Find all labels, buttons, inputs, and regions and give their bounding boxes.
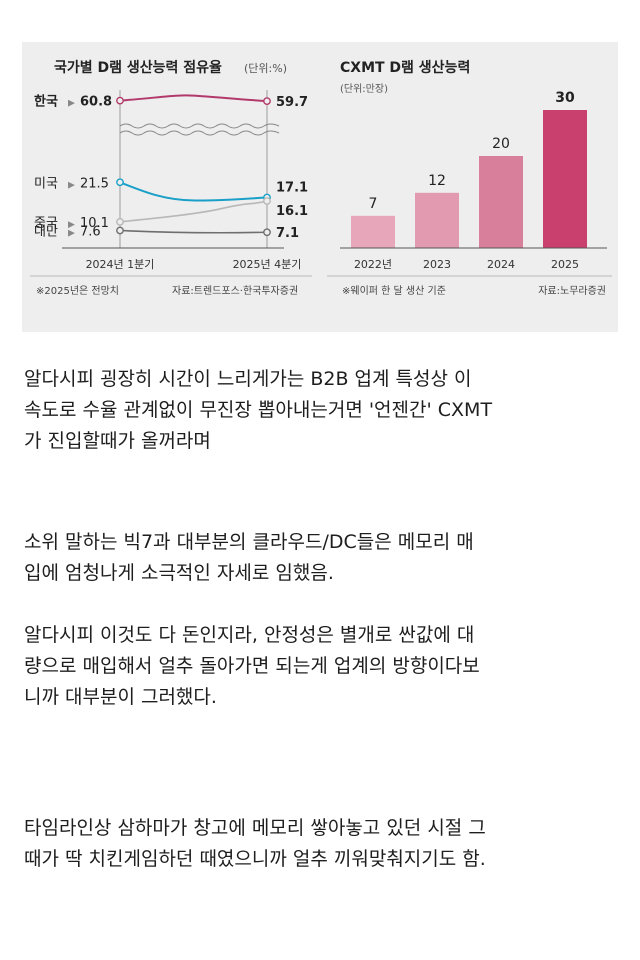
post-paragraph-2: 소위 말하는 빅7과 대부분의 클라우드/DC들은 메모리 매 입에 엄청나게 … [24,527,624,589]
post-line: 때가 딱 치킨게임하던 때였으니까 얼추 끼워맞춰지기도 함. [24,848,486,870]
post-paragraph-4: 타임라인상 삼하마가 창고에 메모리 쌓아놓고 있던 시절 그 때가 딱 치킨게… [24,813,624,875]
series-start-value: 10.1 [80,216,109,231]
post-line: 소위 말하는 빅7과 대부분의 클라우드/DC들은 메모리 매 [24,531,474,553]
series-start-point [116,178,124,187]
bar-2024 [479,156,523,248]
series-start-point [116,217,124,226]
series-start-value: 7.6 [80,225,101,240]
series-end-value: 7.1 [276,226,299,241]
series-line-0 [119,94,268,103]
post-line: 니까 대부분이 그러했다. [24,686,217,708]
series-line-1 [119,181,268,202]
series-end-point [263,228,271,237]
post-line: 량으로 매입해서 얼추 돌아가면 되는게 업계의 방향이다보 [24,655,480,677]
left-source: 자료:트렌드포스·한국투자증권 [172,285,298,297]
post-line: 알다시피 이것도 다 돈인지라, 안정성은 별개로 싼값에 대 [24,624,475,646]
bar-2022년 [351,215,395,248]
right-source: 자료:노무라증권 [538,285,606,297]
axis-break-mark [119,123,280,136]
series-end-point [263,97,271,106]
post-line: 속도로 수율 관계없이 무진장 뽑아내는거면 '언젠간' CXMT [24,399,493,421]
bar-category-label: 2022년 [354,258,392,271]
series-end-value: 59.7 [276,95,308,110]
series-arrow: ▶ [68,99,75,109]
chart-canvas: 국가별 D램 생산능력 점유율 (단위:%) 한국 ▶ 60.8 59.7 미국 ▶ 21.… [30,59,612,297]
bar-value-label: 20 [492,136,510,152]
series-name-label: 한국 [34,94,58,110]
bar-category-label: 2023 [423,258,451,271]
series-name-label: 대만 [34,225,58,240]
series-arrow: ▶ [68,220,75,230]
series-arrow: ▶ [68,229,75,239]
series-name-label: 중국 [34,216,58,231]
bar-category-label: 2024 [487,258,515,271]
series-end-value: 16.1 [276,204,308,219]
bar-value-label: 7 [369,196,378,212]
left-series-group: 한국 ▶ 60.8 59.7 미국 ▶ 21.5 17.1 중국 ▶ 10.1 16.1 대만 ▶ 7.6 7… [34,94,308,242]
bar-value-label: 12 [428,173,446,189]
post-line: 가 진입할때가 올꺼라며 [24,430,211,452]
series-end-point [263,197,271,205]
series-start-value: 60.8 [80,95,112,110]
post-line: 알다시피 굉장히 시간이 느리게가는 B2B 업계 특성상 이 [24,368,472,390]
series-start-point [116,96,124,105]
right-bars-group: 7 2022년 12 2023 20 2024 30 2025 [351,90,587,271]
left-footnote: ※2025년은 전망치 [36,285,119,297]
series-start-value: 21.5 [80,176,109,191]
post-paragraph-3: 알다시피 이것도 다 돈인지라, 안정성은 별개로 싼값에 대 량으로 매입해서… [24,620,624,713]
left-x-tick-end: 2025년 4분기 [233,258,302,271]
series-line-2 [119,200,268,223]
right-footnote: ※웨이퍼 한 달 생산 기준 [342,285,446,297]
left-x-tick-start: 2024년 1분기 [86,258,155,271]
post-line: 타임라인상 삼하마가 창고에 메모리 쌓아놓고 있던 시절 그 [24,817,486,839]
right-chart-unit: (단위:만장) [340,82,388,95]
bar-category-label: 2025 [551,258,579,271]
post-line: 입에 엄청나게 소극적인 자세로 임했음. [24,562,334,584]
left-chart-title: 국가별 D램 생산능력 점유율 [54,59,222,76]
post-paragraph-1: 알다시피 굉장히 시간이 느리게가는 B2B 업계 특성상 이 속도로 수율 관… [24,364,624,457]
series-name-label: 미국 [34,176,58,191]
series-start-point [116,226,124,235]
news-chart-image: 국가별 D램 생산능력 점유율 (단위:%) 한국 ▶ 60.8 59.7 미국 ▶ 21.… [22,42,618,332]
series-line-3 [119,229,268,234]
left-chart-unit: (단위:%) [244,62,287,75]
series-arrow: ▶ [68,180,75,190]
bar-2025 [543,110,587,248]
series-end-value: 17.1 [276,181,308,196]
bar-2023 [415,192,459,248]
right-chart-title: CXMT D램 생산능력 [340,59,470,76]
bar-value-label: 30 [555,90,575,106]
